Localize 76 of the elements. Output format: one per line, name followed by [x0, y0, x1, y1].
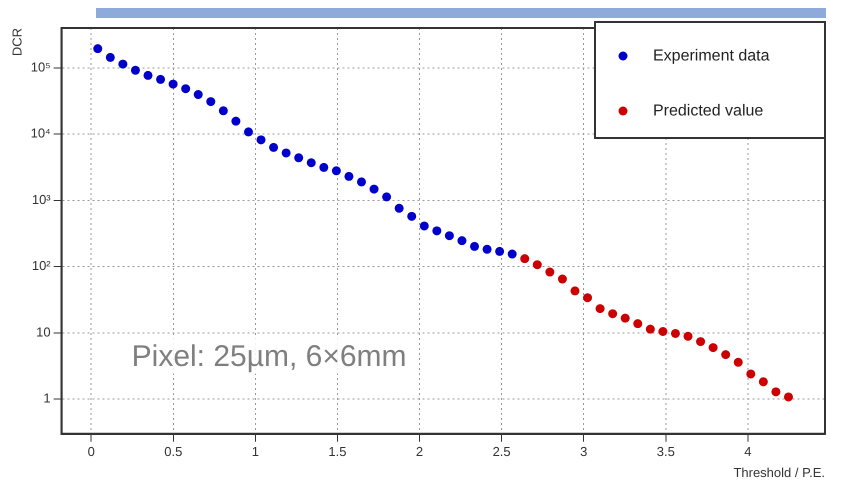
point [432, 226, 442, 236]
point [558, 274, 567, 284]
point [532, 260, 542, 270]
point [470, 242, 480, 251]
point [181, 84, 190, 94]
point [508, 250, 517, 259]
point [596, 304, 605, 314]
point [670, 328, 680, 338]
x-axis-title: Threshold / P.E. [733, 464, 825, 480]
point [407, 212, 416, 221]
point [495, 246, 504, 256]
point [734, 358, 743, 367]
point [332, 166, 341, 176]
point [218, 106, 228, 116]
point [231, 116, 240, 126]
x-tick-label: 3.5 [656, 444, 675, 460]
point [633, 319, 642, 328]
point [156, 74, 166, 84]
point [118, 60, 128, 69]
point [206, 97, 216, 106]
point [106, 52, 115, 62]
point [570, 286, 580, 296]
point [294, 153, 304, 162]
point [708, 343, 718, 352]
point [420, 221, 429, 230]
point [382, 192, 392, 202]
point [746, 369, 756, 378]
point [482, 244, 492, 254]
y-tick-label: 10⁵ [30, 59, 51, 74]
point [130, 66, 140, 75]
y-tick-label: 10³ [32, 192, 52, 207]
annotation: Pixel: 25µm, 6×6mm [132, 340, 407, 373]
point [143, 70, 152, 80]
point [344, 172, 354, 181]
point [784, 392, 793, 402]
point [658, 327, 668, 336]
point [583, 293, 592, 302]
x-tick-label: 2 [416, 444, 424, 460]
y-tick-label: 10² [32, 258, 52, 274]
x-tick-label: 2.5 [492, 444, 511, 460]
point [771, 387, 780, 396]
point [620, 314, 630, 323]
y-axis-title: DCR [9, 28, 24, 56]
point [646, 324, 655, 334]
x-tick-label: 1 [252, 444, 259, 460]
y-tick-label: 10 [36, 324, 51, 340]
point [721, 350, 730, 360]
x-tick-label: 1.5 [328, 444, 346, 460]
point [168, 80, 178, 89]
point [194, 90, 203, 100]
point [394, 204, 404, 213]
point [520, 254, 530, 264]
point [444, 231, 454, 240]
x-tick-label: 4 [744, 444, 752, 460]
y-tick-label: 10⁴ [30, 126, 51, 141]
point [244, 127, 253, 136]
x-tick-label: 0 [88, 444, 95, 460]
point [696, 337, 706, 346]
point [356, 177, 366, 186]
point [608, 309, 618, 318]
point [545, 268, 554, 277]
legend-label: Experiment data [653, 47, 770, 64]
point [306, 158, 316, 168]
point [457, 236, 466, 246]
x-tick-label: 3 [580, 444, 588, 460]
point [93, 44, 102, 54]
y-tick-label: 1 [43, 390, 51, 406]
point [319, 162, 328, 172]
point [684, 332, 693, 341]
point [269, 142, 278, 152]
x-tick-label: 0.5 [164, 444, 182, 460]
legend-label: Predicted value [653, 102, 764, 120]
point [282, 148, 291, 158]
point [758, 377, 768, 386]
point [370, 184, 379, 194]
point [256, 135, 266, 144]
